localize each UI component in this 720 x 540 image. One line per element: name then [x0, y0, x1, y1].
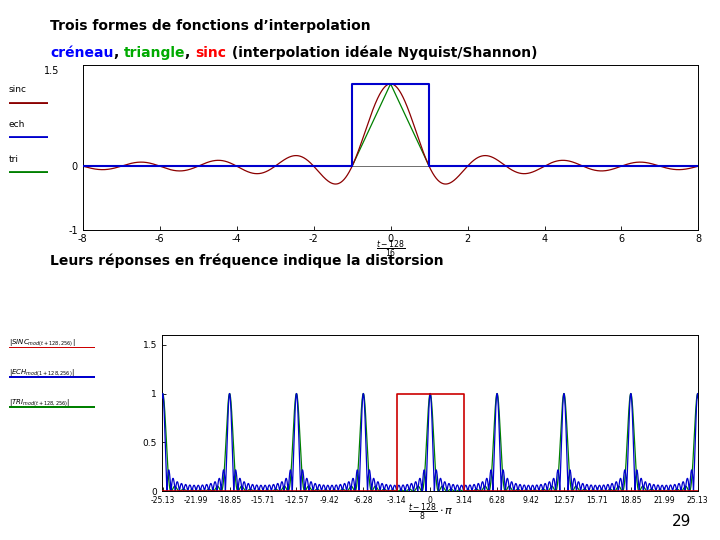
Text: $|ECH_{mod(1+128,256)}|$: $|ECH_{mod(1+128,256)}|$ [9, 367, 74, 378]
Text: $|TRI_{mod(t+128,256)}|$: $|TRI_{mod(t+128,256)}|$ [9, 397, 70, 408]
Text: ech: ech [9, 120, 25, 129]
Text: $|SINC_{mod(t+128,256)}|$: $|SINC_{mod(t+128,256)}|$ [9, 338, 75, 348]
Text: tri: tri [9, 155, 19, 164]
Text: sinc: sinc [9, 85, 27, 93]
Text: ,: , [114, 46, 124, 60]
Text: (interpolation idéale Nyquist/Shannon): (interpolation idéale Nyquist/Shannon) [227, 46, 537, 60]
Text: créneau: créneau [50, 46, 114, 60]
Text: triangle: triangle [124, 46, 186, 60]
Text: $\frac{t-128}{8}\cdot\pi$: $\frac{t-128}{8}\cdot\pi$ [408, 501, 454, 523]
Text: Trois formes de fonctions d’interpolation: Trois formes de fonctions d’interpolatio… [50, 19, 371, 33]
Text: ,: , [186, 46, 196, 60]
Text: 29: 29 [672, 514, 691, 529]
Text: sinc: sinc [196, 46, 227, 60]
Text: Leurs réponses en fréquence indique la distorsion: Leurs réponses en fréquence indique la d… [50, 254, 444, 268]
Text: 1.5: 1.5 [45, 66, 60, 76]
Text: $\frac{t-128}{16}$: $\frac{t-128}{16}$ [376, 239, 405, 260]
